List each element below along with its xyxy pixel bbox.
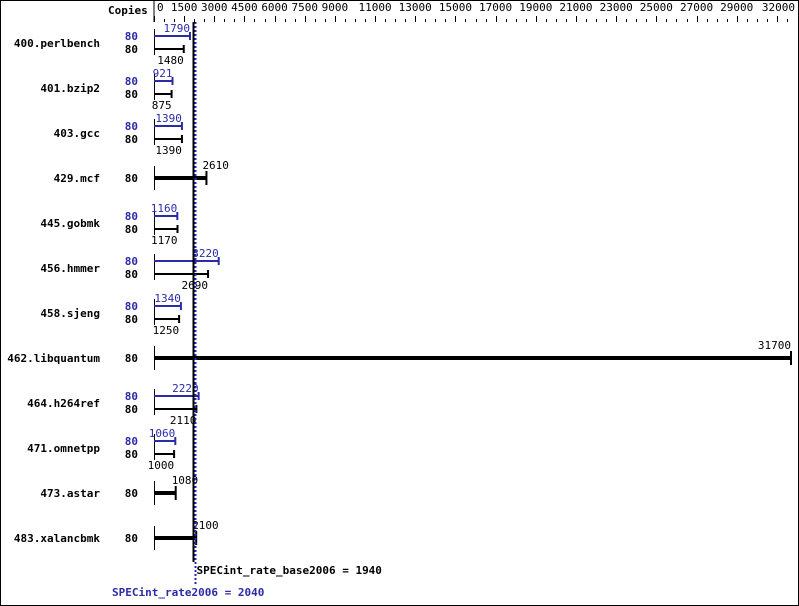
base-copies: 80 (125, 88, 138, 101)
axis-tick-label: 4500 (231, 1, 258, 14)
axis-tick-label: 1500 (171, 1, 198, 14)
benchmark-label: 464.h264ref (27, 397, 100, 410)
axis-tick-label: 0 (157, 1, 164, 14)
base-copies: 80 (125, 352, 138, 365)
peak-value-label: 1790 (163, 22, 190, 35)
base-value-label: 31700 (758, 339, 791, 352)
bars: 400.perlbench808017901480401.bzip2808092… (7, 22, 792, 550)
benchmark-label: 403.gcc (54, 127, 100, 140)
base-copies: 80 (125, 268, 138, 281)
benchmark-row: 483.xalancbmk 80 2100 (14, 519, 219, 550)
peak-value-label: 1160 (151, 202, 178, 215)
base-value-label: 2610 (202, 159, 229, 172)
base-value-label: 875 (152, 99, 172, 112)
base-value-label: 1250 (153, 324, 180, 337)
axis-tick-label: 13000 (399, 1, 432, 14)
axis-tick-label: 11000 (358, 1, 391, 14)
peak-copies: 80 (125, 435, 138, 448)
benchmark-row: 429.mcf 80 2610 (54, 159, 229, 190)
peak-value-label: 921 (153, 67, 173, 80)
base-copies: 80 (125, 532, 138, 545)
base-copies: 80 (125, 223, 138, 236)
benchmark-row: 473.astar 80 1080 (40, 474, 198, 505)
peak-value-label: 1060 (149, 427, 176, 440)
peak-copies: 80 (125, 300, 138, 313)
axis-tick-label: 9000 (322, 1, 349, 14)
copies-header: Copies (108, 4, 148, 17)
axis-tick-label: 23000 (600, 1, 633, 14)
benchmark-label: 483.xalancbmk (14, 532, 100, 545)
axis-tick-label: 3000 (201, 1, 228, 14)
base-value-label: 2100 (192, 519, 219, 532)
base-value-label: 1390 (155, 144, 182, 157)
base-value-label: 2110 (170, 414, 197, 427)
benchmark-label: 445.gobmk (40, 217, 100, 230)
axis-tick-label: 19000 (519, 1, 552, 14)
base-copies: 80 (125, 43, 138, 56)
peak-copies: 80 (125, 120, 138, 133)
peak-reference-label: SPECint_rate2006 = 2040 (112, 586, 264, 599)
axis-tick-label: 15000 (439, 1, 472, 14)
axis-tick-label: 25000 (640, 1, 673, 14)
axis-tick-label: 21000 (559, 1, 592, 14)
peak-copies: 80 (125, 210, 138, 223)
benchmark-label: 400.perlbench (14, 37, 100, 50)
axis-tick-label: 27000 (680, 1, 713, 14)
base-copies: 80 (125, 133, 138, 146)
base-value-label: 2690 (182, 279, 209, 292)
peak-copies: 80 (125, 390, 138, 403)
peak-copies: 80 (125, 75, 138, 88)
benchmark-label: 473.astar (40, 487, 100, 500)
axis-tick-label: 29000 (720, 1, 753, 14)
benchmark-label: 429.mcf (54, 172, 100, 185)
axis-tick-label: 6000 (261, 1, 288, 14)
benchmark-label: 462.libquantum (7, 352, 100, 365)
benchmark-label: 471.omnetpp (27, 442, 100, 455)
base-value-label: 1170 (151, 234, 178, 247)
benchmark-label: 458.sjeng (40, 307, 100, 320)
peak-copies: 80 (125, 255, 138, 268)
peak-value-label: 2220 (172, 382, 199, 395)
base-value-label: 1000 (148, 459, 175, 472)
base-value-label: 1480 (157, 54, 184, 67)
axis-tick-label: 32000 (762, 1, 795, 14)
benchmark-row: 462.libquantum 80 31700 (7, 339, 792, 370)
axis-tick-label: 17000 (479, 1, 512, 14)
peak-value-label: 3220 (192, 247, 219, 260)
reference-lines: SPECint_rate_base2006 = 1940 SPECint_rate… (112, 22, 382, 599)
base-value-label: 1080 (172, 474, 199, 487)
base-reference-label: SPECint_rate_base2006 = 1940 (197, 564, 382, 577)
peak-value-label: 1390 (155, 112, 182, 125)
base-copies: 80 (125, 172, 138, 185)
base-copies: 80 (125, 487, 138, 500)
benchmark-label: 456.hmmer (40, 262, 100, 275)
benchmark-label: 401.bzip2 (40, 82, 100, 95)
axis-tick-label: 7500 (291, 1, 318, 14)
peak-copies: 80 (125, 30, 138, 43)
base-copies: 80 (125, 313, 138, 326)
base-copies: 80 (125, 448, 138, 461)
base-copies: 80 (125, 403, 138, 416)
peak-value-label: 1340 (154, 292, 181, 305)
x-axis: 0 1500 3000 4500 6000 7500 9000 11000 13000 15000… (153, 0, 795, 22)
